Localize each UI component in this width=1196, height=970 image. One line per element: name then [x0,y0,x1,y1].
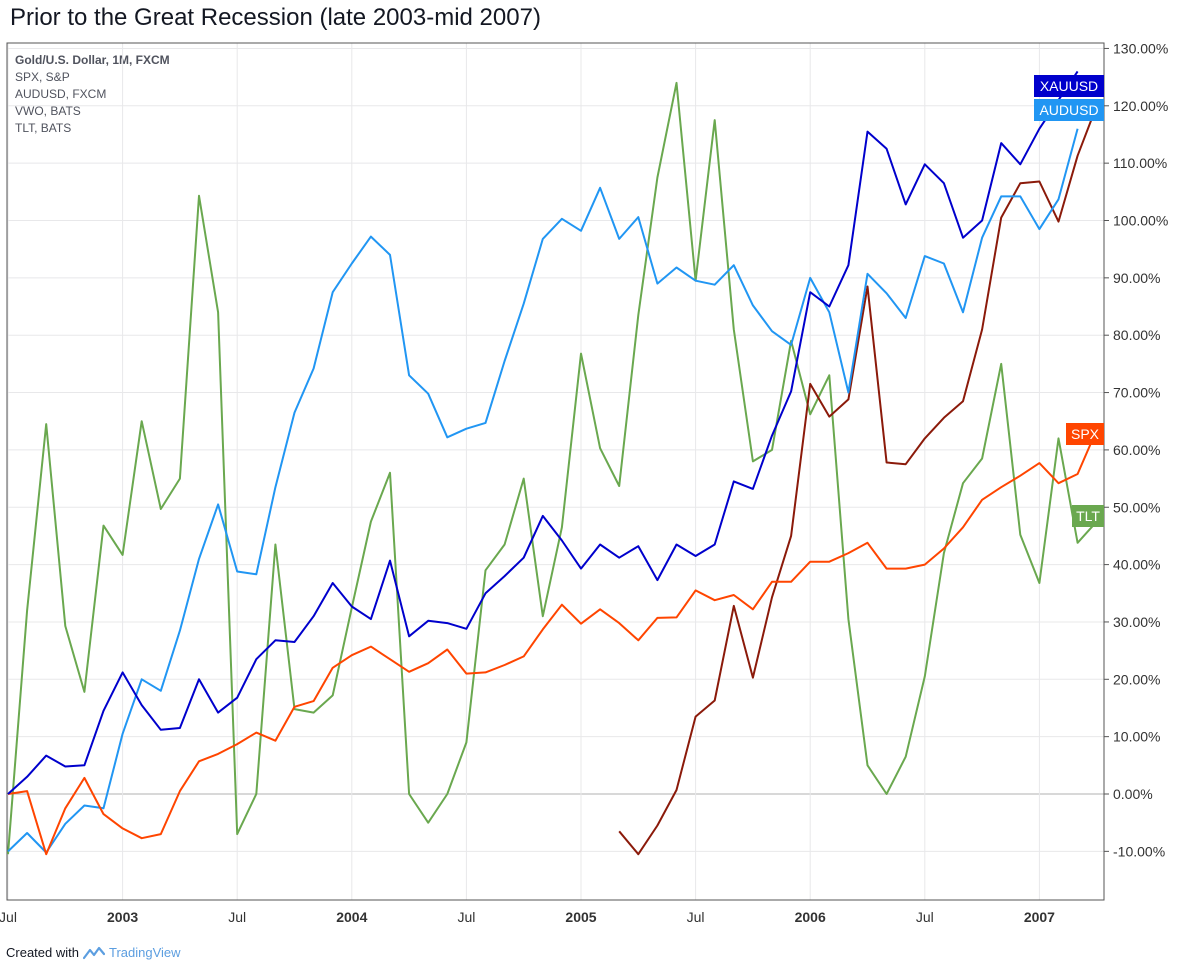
legend-item-spx[interactable]: SPX, S&P [15,70,70,84]
plot-frame [6,42,1105,901]
y-tick-label: 50.00% [1113,499,1160,515]
last-value-label-bg [1034,99,1104,121]
legend-item-xauusd[interactable]: Gold/U.S. Dollar, 1M, FXCM [15,53,170,67]
footer-prefix: Created with [6,945,79,960]
y-tick-label: 120.00% [1113,98,1168,114]
y-tick-label: 80.00% [1113,327,1160,343]
y-tick-label: 130.00% [1113,40,1168,56]
x-tick-label: 2004 [336,909,367,925]
series-line-spx [7,429,1098,856]
x-tick-label: 2007 [1024,909,1055,925]
chart-title: Prior to the Great Recession (late 2003-… [10,4,541,31]
last-value-label-spx: SPX [1066,423,1104,445]
last-value-label-text: SPX [1071,426,1100,442]
legend-item-audusd[interactable]: AUDUSD, FXCM [15,87,107,101]
price-axis: -10.00% 0.00% 10.00% 20.00% 30.00% 40.00% 50.0… [1104,40,1168,859]
y-tick-label: 70.00% [1113,385,1160,401]
series-line-vwo [618,105,1098,856]
y-tick-label: 10.00% [1113,729,1160,745]
y-tick-label: 110.00% [1113,155,1167,171]
y-tick-label: -10.00% [1113,843,1165,859]
y-tick-label: 30.00% [1113,614,1160,630]
last-value-label-audusd: AUDUSD [1034,99,1104,121]
y-tick-label: 20.00% [1113,671,1160,687]
x-tick-label: Jul [457,909,475,925]
y-tick-label: 90.00% [1113,270,1160,286]
chart-grid [6,42,1105,901]
last-value-label-bg [1034,75,1104,97]
x-tick-label: Jul [916,909,934,925]
last-value-label-bg [1072,505,1104,527]
y-tick-label: 60.00% [1113,442,1160,458]
last-value-label-bg [1066,423,1104,445]
price-chart[interactable]: -10.00% 0.00% 10.00% 20.00% 30.00% 40.00% 50.0… [0,0,1196,940]
series-line-audusd [7,128,1079,854]
series-legend: Gold/U.S. Dollar, 1M, FXCM SPX, S&P AUDU… [15,52,170,137]
x-tick-label: 2003 [107,909,138,925]
x-tick-label: 2006 [795,909,826,925]
time-axis: Jul 2003 Jul 2004 Jul 2005 Jul 2006 Jul 2007 [0,909,1055,925]
series-lines [7,70,1098,856]
last-value-label-text: XAUUSD [1040,78,1098,94]
legend-item-vwo[interactable]: VWO, BATS [15,104,81,118]
x-tick-label: Jul [228,909,246,925]
series-last-value-labels: XAUUSD AUDUSD SPX TLT [1034,75,1104,527]
x-tick-label: 2005 [565,909,596,925]
y-tick-label: 40.00% [1113,557,1160,573]
series-line-xauusd [7,70,1079,795]
last-value-label-text: TLT [1076,508,1100,524]
last-value-label-text: AUDUSD [1039,102,1098,118]
y-tick-label: 100.00% [1113,213,1168,229]
legend-item-tlt[interactable]: TLT, BATS [15,121,72,135]
footer-credit: Created with TradingView [6,945,181,960]
y-tick-label: 0.00% [1113,786,1153,802]
x-tick-label: Jul [687,909,705,925]
last-value-label-tlt: TLT [1072,505,1104,527]
last-value-label-xauusd: XAUUSD [1034,75,1104,97]
x-tick-label: Jul [0,909,17,925]
footer-brand[interactable]: TradingView [108,945,181,960]
tradingview-logo-icon [82,946,105,959]
series-line-tlt [7,81,1098,855]
